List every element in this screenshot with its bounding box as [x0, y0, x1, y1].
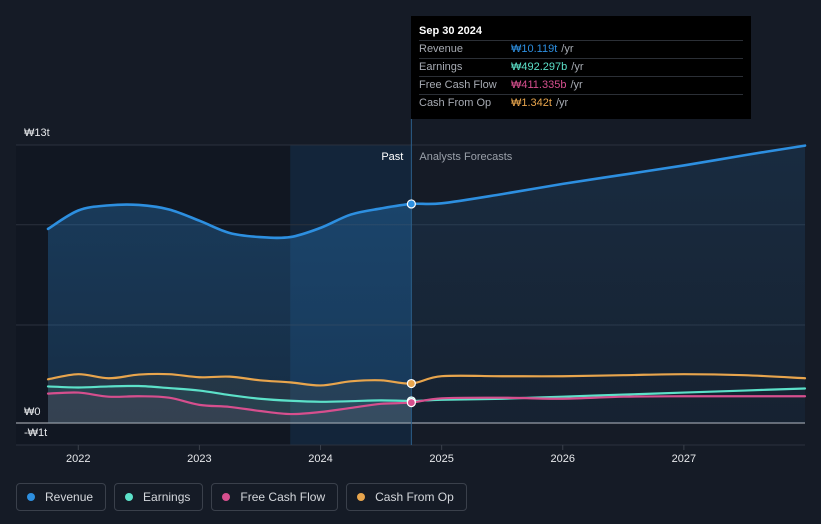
x-tick-label: 2026: [551, 453, 575, 465]
y-tick-label-top: ₩13t: [24, 127, 50, 139]
x-tick-label: 2023: [187, 453, 211, 465]
tooltip-unit: /yr: [571, 61, 584, 73]
revenue-area-past: [48, 203, 412, 423]
revenue-marker: [406, 199, 416, 209]
tooltip-markers: [406, 199, 416, 408]
tooltip-label: Earnings: [419, 61, 463, 73]
legend: Revenue Earnings Free Cash Flow Cash Fro…: [16, 483, 467, 511]
legend-dot-icon: [125, 493, 134, 501]
y-tick-label-bottom: -₩1t: [24, 427, 47, 439]
tooltip-panel: Sep 30 2024 Revenue ₩10.119t /yr Earning…: [411, 16, 751, 119]
tooltip-value: ₩10.119t: [511, 43, 558, 55]
legend-label: Earnings: [143, 490, 191, 504]
legend-dot-icon: [357, 493, 366, 501]
y-tick-label-zero: ₩0: [24, 406, 41, 418]
tooltip-value: ₩492.297b: [511, 61, 568, 73]
cash-from-op-marker: [406, 378, 416, 389]
tooltip-row-cash-from-op: Cash From Op ₩1.342t /yr: [419, 94, 743, 112]
revenue-area-forecast: [411, 145, 805, 423]
tooltip-label: Free Cash Flow: [419, 79, 497, 91]
x-tick-label: 2022: [66, 453, 90, 465]
legend-dot-icon: [222, 493, 231, 501]
series-lines: [46, 144, 807, 416]
tooltip-value: ₩1.342t: [511, 97, 552, 109]
tooltip-unit: /yr: [561, 43, 574, 55]
legend-label: Revenue: [45, 490, 94, 504]
legend-item-free-cash-flow[interactable]: Free Cash Flow: [211, 483, 339, 511]
free-cash-flow-marker: [406, 397, 416, 408]
x-tick-label: 2027: [672, 453, 696, 465]
tooltip-unit: /yr: [570, 79, 583, 91]
legend-label: Cash From Op: [375, 490, 454, 504]
past-label: Past: [381, 151, 403, 163]
x-tick-label: 2024: [308, 453, 332, 465]
tooltip-row-free-cash-flow: Free Cash Flow ₩411.335b /yr: [419, 76, 743, 94]
x-tick-label: 2025: [429, 453, 453, 465]
tooltip-row-revenue: Revenue ₩10.119t /yr: [419, 40, 743, 58]
legend-dot-icon: [27, 493, 35, 501]
tooltip-value: ₩411.335b: [511, 79, 567, 91]
forecast-label: Analysts Forecasts: [419, 151, 512, 163]
free-cash-flow-line: [46, 391, 807, 416]
tooltip-unit: /yr: [555, 97, 569, 109]
tooltip-date: Sep 30 2024: [419, 25, 482, 37]
cash-from-op-line: [46, 372, 807, 387]
x-axis-ticks: 2022 2023 2024 2025 2026 2027: [66, 445, 696, 465]
tooltip-row-earnings: Earnings ₩492.297b /yr: [419, 58, 743, 76]
tooltip-label: Revenue: [419, 43, 464, 55]
legend-item-cash-from-op[interactable]: Cash From Op: [346, 483, 467, 511]
tooltip-label: Cash From Op: [419, 97, 492, 109]
legend-item-earnings[interactable]: Earnings: [114, 483, 204, 511]
legend-label: Free Cash Flow: [240, 490, 326, 504]
revenue-line: [46, 144, 807, 240]
earnings-line: [46, 384, 807, 403]
legend-item-revenue[interactable]: Revenue: [16, 483, 107, 511]
